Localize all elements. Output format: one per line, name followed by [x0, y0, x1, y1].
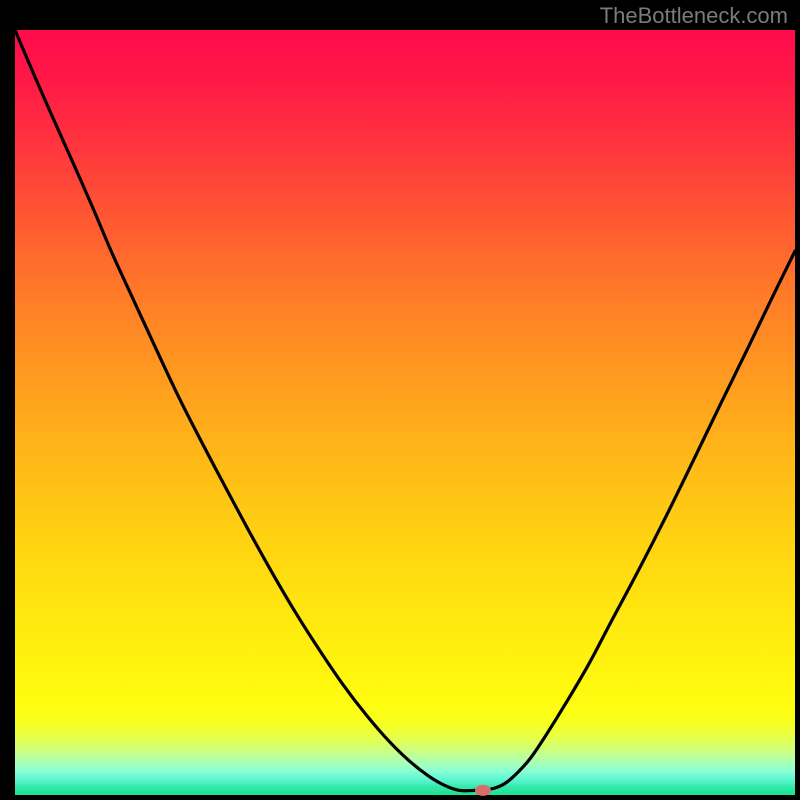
optimum-marker	[475, 785, 491, 796]
chart-background	[15, 30, 795, 795]
bottleneck-chart: TheBottleneck.com	[0, 0, 800, 800]
watermark-text: TheBottleneck.com	[600, 3, 788, 28]
